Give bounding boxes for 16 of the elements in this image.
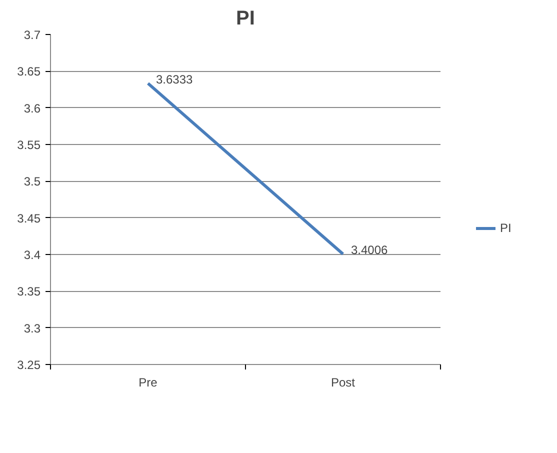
y-tick-label: 3.5 [24,174,41,189]
y-tick-label: 3.25 [17,358,41,372]
legend-label: PI [500,220,512,234]
y-tick-label: 3.3 [24,321,41,336]
y-tick-label: 3.35 [17,284,41,299]
data-label: 3.4006 [351,243,388,258]
y-tick-label: 3.7 [24,28,41,42]
y-tick-label: 3.6 [24,101,41,116]
data-label: 3.6333 [156,72,194,86]
y-tick-label: 3.65 [17,64,41,79]
x-tick-label: Pre [138,376,158,390]
y-tick-label: 3.55 [17,138,41,152]
y-tick-label: 3.4 [24,248,41,262]
y-tick-label: 3.45 [17,211,41,226]
x-tick-label: Post [330,376,356,390]
chart-title: PI [236,8,255,30]
